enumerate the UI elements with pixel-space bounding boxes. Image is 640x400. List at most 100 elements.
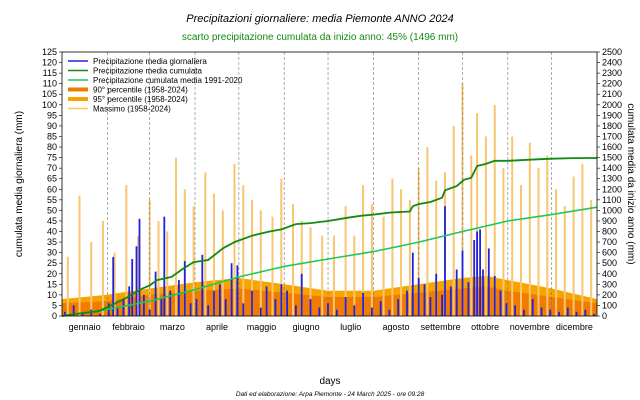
daily-bar [72, 305, 75, 316]
massimo-bar [101, 221, 104, 316]
y-tick-label-left: 110 [43, 79, 57, 89]
month-label: settembre [421, 322, 461, 332]
y-tick-label-left: 50 [47, 205, 57, 215]
massimo-bar [78, 195, 81, 316]
daily-bar [417, 278, 420, 316]
y-tick-label-left: 55 [47, 195, 57, 205]
massimo-bar [183, 189, 186, 316]
massimo-bar [292, 204, 294, 316]
y-tick-label-right: 2300 [602, 68, 622, 78]
y-tick-label-right: 1900 [602, 110, 622, 120]
y-tick-label-left: 5 [52, 300, 57, 310]
daily-bar [327, 303, 329, 316]
legend: Precipitazione media giornalieraPrecipit… [68, 57, 243, 114]
y-tick-label-right: 2400 [602, 58, 622, 68]
y-tick-label-right: 1400 [602, 163, 622, 173]
plot-frame [61, 51, 598, 317]
y-tick-label-right: 800 [602, 227, 617, 237]
y-tick-label-left: 70 [47, 163, 57, 173]
y-tick-label-right: 1100 [602, 195, 621, 205]
massimo-bar [537, 168, 540, 316]
legend-label: Massimo (1958-2024) [93, 105, 171, 114]
massimo-bar [242, 185, 245, 316]
y-tick-label-left: 20 [47, 269, 57, 279]
daily-bar [362, 292, 364, 316]
y-tick-label-right: 1500 [602, 153, 622, 163]
daily-bar [558, 311, 560, 316]
y-tick-label-left: 85 [47, 131, 57, 141]
massimo-bar [353, 235, 356, 316]
y-tick-label-left: 45 [47, 216, 57, 226]
y-tick-label-right: 300 [602, 279, 617, 289]
y-tick-label-right: 1200 [602, 184, 622, 194]
chart-title: Precipitazioni giornaliere: media Piemon… [186, 13, 453, 25]
daily-bar [318, 307, 321, 316]
daily-bar [286, 290, 288, 316]
massimo-bar [125, 185, 128, 316]
daily-bar [274, 299, 277, 316]
daily-bar [143, 294, 145, 316]
massimo-bar [572, 176, 575, 316]
massimo-bar [520, 185, 522, 316]
y-tick-label-right: 1000 [602, 205, 622, 215]
month-label: gennaio [69, 322, 101, 332]
y-tick-label-right: 1600 [602, 142, 622, 152]
massimo-bar [321, 235, 324, 316]
y-tick-label-right: 0 [602, 311, 607, 321]
daily-bar [128, 286, 131, 316]
daily-bar [514, 305, 516, 316]
chart-subtitle: scarto precipitazione cumulata da inizio… [182, 32, 458, 43]
month-label: ottobre [471, 322, 499, 332]
y-tick-label-left: 35 [47, 237, 57, 247]
daily-bar [259, 307, 262, 316]
daily-bar [487, 248, 490, 316]
massimo-bar [221, 210, 224, 316]
daily-bar [131, 259, 134, 316]
massimo-bar [555, 189, 558, 316]
y-tick-label-left: 60 [47, 184, 57, 194]
daily-bar [280, 284, 283, 316]
y-tick-label-left: 90 [47, 121, 57, 131]
y-tick-label-right: 1300 [602, 174, 622, 184]
daily-bar [549, 309, 552, 316]
daily-bar [195, 299, 198, 316]
line-cumulata-media-1991-2020 [61, 206, 598, 317]
daily-bar [435, 273, 438, 316]
month-label: giugno [293, 322, 320, 332]
y-tick-label-left: 105 [42, 89, 57, 99]
y-tick-label-left: 15 [47, 279, 57, 289]
daily-bar [265, 286, 268, 316]
massimo-bar [271, 216, 274, 316]
y-axis-label-left: cumulata media giornaliera (mm) [14, 111, 25, 257]
y-tick-label-right: 1700 [602, 131, 622, 141]
daily-bar [138, 218, 141, 316]
daily-bar [116, 307, 119, 316]
daily-bar [531, 299, 534, 316]
daily-bar [449, 286, 452, 316]
daily-bar [379, 301, 382, 316]
massimo-bar [175, 157, 177, 316]
y-tick-label-right: 500 [602, 258, 617, 268]
legend-label: Precipitazione media cumulata [93, 67, 202, 76]
massimo-bar [166, 231, 169, 316]
massimo-bar [233, 163, 236, 316]
massimo-bar [452, 125, 455, 317]
daily-bar [593, 313, 595, 316]
daily-bar [99, 313, 101, 316]
y-tick-label-right: 1800 [602, 121, 622, 131]
massimo-bar [300, 221, 303, 316]
daily-bar [397, 299, 400, 316]
massimo-bar [528, 142, 531, 316]
daily-bar [473, 240, 476, 316]
y-tick-label-left: 75 [47, 153, 57, 163]
daily-bar [476, 231, 478, 316]
daily-bar [406, 290, 408, 316]
massimo-bar [590, 199, 593, 316]
y-tick-label-left: 125 [42, 47, 57, 57]
daily-bar [201, 254, 204, 316]
daily-bar [219, 284, 221, 316]
legend-label: 90° percentile (1958-2024) [93, 86, 188, 95]
daily-bar [344, 297, 347, 316]
daily-bar [482, 269, 484, 316]
x-axis-label: days [319, 376, 340, 387]
